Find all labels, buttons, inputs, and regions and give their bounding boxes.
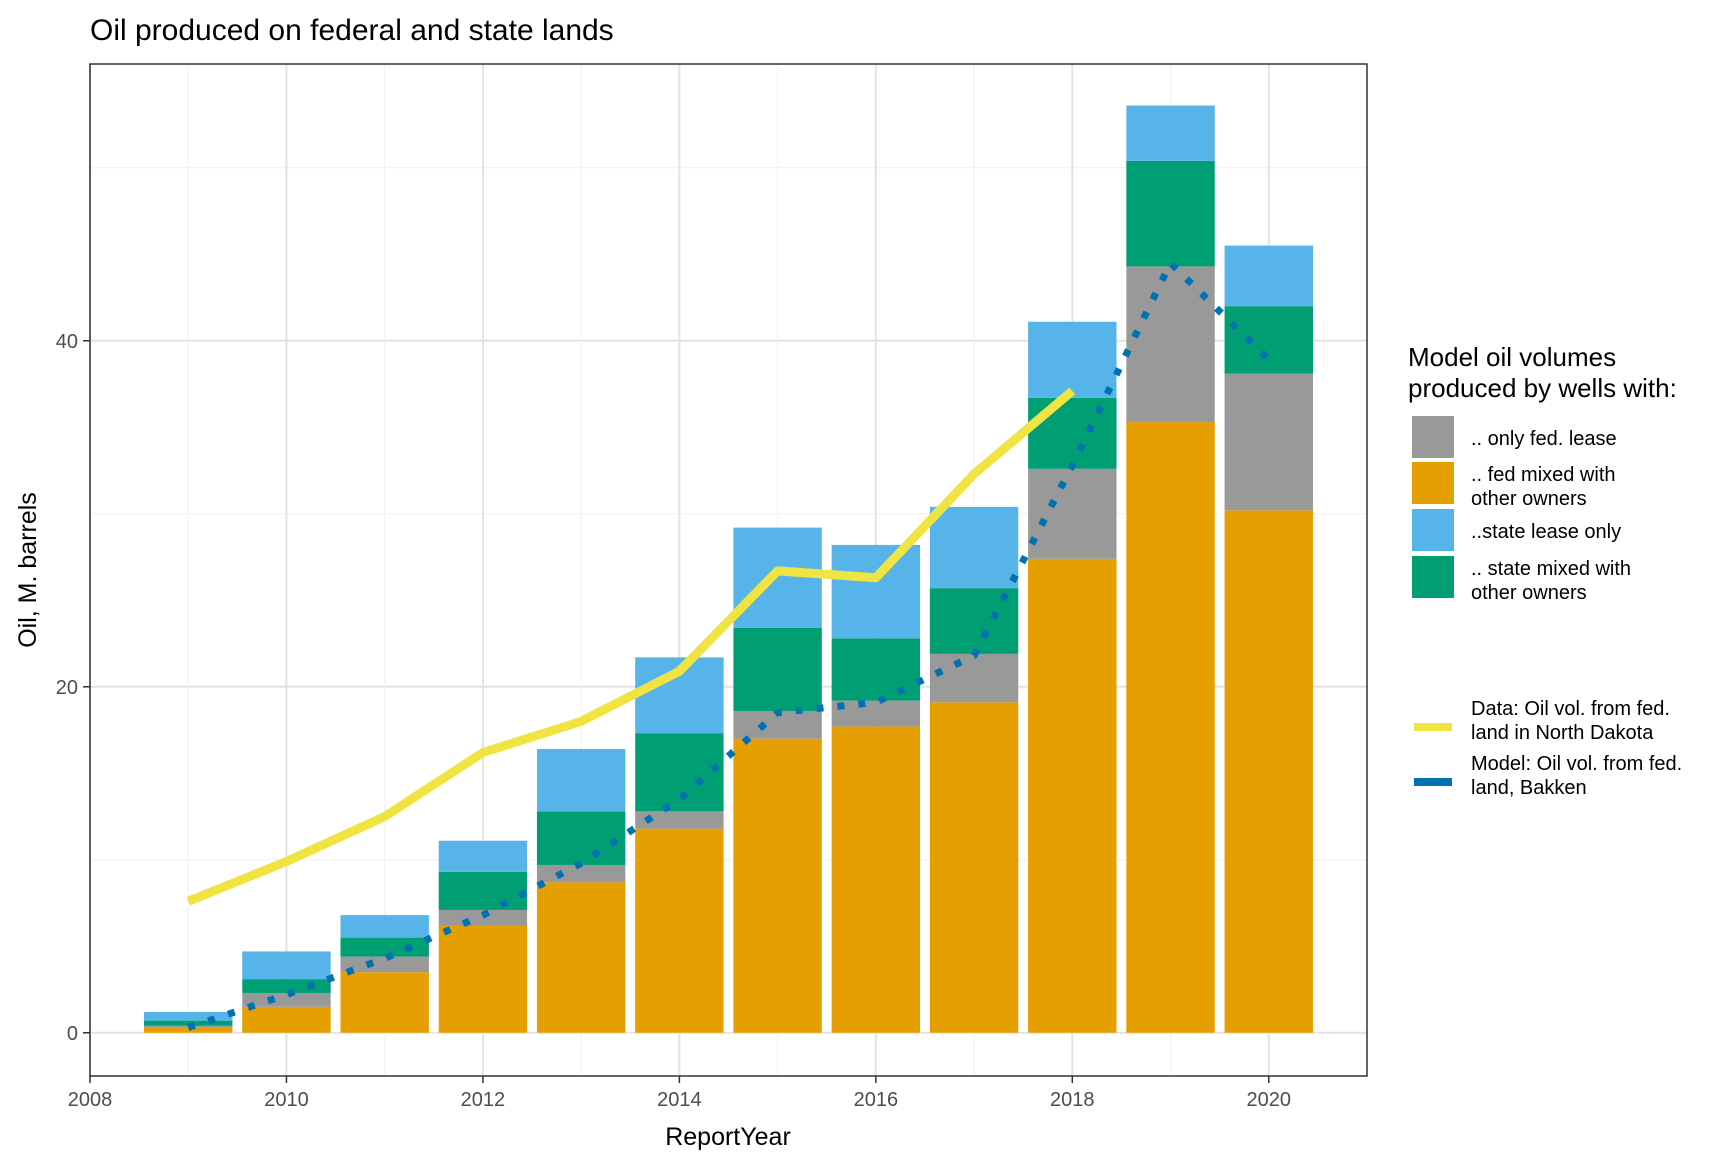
- bar-segment: [340, 915, 429, 938]
- bar-segment: [1224, 306, 1313, 374]
- legend-label: land, Bakken: [1471, 777, 1587, 799]
- y-tick-label: 40: [56, 331, 78, 353]
- y-axis-label: Oil, M. barrels: [14, 492, 42, 648]
- bar-segment: [144, 1011, 233, 1021]
- x-tick-label: 2014: [657, 1089, 702, 1111]
- legend-swatch: [1412, 462, 1454, 504]
- plot-border: [89, 63, 1368, 1077]
- bar-segment: [536, 749, 626, 812]
- bar-segment: [831, 544, 921, 639]
- bar-segment: [635, 828, 724, 1033]
- bar-segment: [635, 733, 724, 812]
- bar-segment: [929, 506, 1019, 589]
- bar-segment: [438, 840, 528, 872]
- lines-layer: [186, 259, 1272, 1031]
- legend-label: Data: Oil vol. from fed.: [1471, 698, 1670, 720]
- bar-segment: [438, 871, 528, 910]
- legend-label: .. only fed. lease: [1471, 428, 1617, 450]
- bar-segment: [929, 653, 1019, 703]
- bar-segment: [1224, 510, 1313, 1033]
- x-tick-label: 2010: [264, 1089, 309, 1111]
- bar-segment: [1028, 558, 1117, 1033]
- bar-segment: [144, 1027, 233, 1033]
- bar-segment: [1126, 266, 1215, 423]
- legend-label: .. fed mixed with: [1471, 464, 1616, 486]
- y-tick-label: 0: [67, 1023, 78, 1045]
- bar-segment: [242, 951, 331, 980]
- bar-segment: [733, 627, 822, 711]
- legend-swatch: [1412, 556, 1454, 598]
- x-tick-label: 2012: [461, 1089, 506, 1111]
- x-axis-label: ReportYear: [665, 1123, 791, 1151]
- x-tick-label: 2008: [68, 1089, 113, 1111]
- bar-segment: [340, 956, 429, 973]
- chart-title: Oil produced on federal and state lands: [90, 14, 614, 47]
- bar-segment: [438, 925, 528, 1033]
- bar-segment: [1028, 321, 1117, 398]
- bar-segment: [1126, 160, 1215, 267]
- bar-segment: [831, 726, 921, 1033]
- legend-label: land in North Dakota: [1471, 722, 1654, 744]
- legend-label: other owners: [1471, 582, 1587, 604]
- bar-segment: [1126, 105, 1215, 161]
- bar-segment: [831, 638, 921, 701]
- bar-segment: [340, 972, 429, 1033]
- legend-label: Model: Oil vol. from fed.: [1471, 753, 1682, 775]
- bar-segment: [340, 937, 429, 957]
- bar-segment: [536, 864, 626, 883]
- bar-segment: [536, 882, 626, 1033]
- bar-segment: [242, 979, 331, 993]
- legend-title: Model oil volumes: [1408, 342, 1616, 372]
- bar-segment: [144, 1020, 233, 1026]
- legend-swatch: [1412, 509, 1454, 551]
- bar-segment: [635, 811, 724, 829]
- bar-segment: [1224, 245, 1313, 307]
- bars-layer: [144, 105, 1313, 1033]
- bar-segment: [1224, 373, 1313, 511]
- legend-label: ..state lease only: [1471, 521, 1621, 543]
- bar-segment: [242, 992, 331, 1007]
- x-tick-label: 2018: [1050, 1089, 1095, 1111]
- axes-layer: 0 20 40 2008 2010 2012 2014 2016 2018 2020: [56, 331, 1291, 1111]
- bar-segment: [929, 702, 1019, 1033]
- bar-segment: [733, 527, 822, 628]
- legend-label: other owners: [1471, 488, 1587, 510]
- y-tick-label: 20: [56, 677, 78, 699]
- bar-segment: [733, 738, 822, 1033]
- bar-segment: [1126, 422, 1215, 1033]
- x-tick-label: 2020: [1247, 1089, 1292, 1111]
- bar-segment: [1028, 468, 1117, 559]
- legend-label: .. state mixed with: [1471, 558, 1631, 580]
- x-tick-label: 2016: [854, 1089, 899, 1111]
- bar-segment: [831, 700, 921, 727]
- data-line: [186, 387, 1076, 906]
- bar-segment: [242, 1006, 331, 1033]
- bar-segment: [438, 909, 528, 926]
- model-line: [187, 259, 1272, 1031]
- bar-segment: [536, 811, 626, 865]
- legend-swatch: [1412, 416, 1454, 458]
- legend-title: produced by wells with:: [1408, 373, 1677, 403]
